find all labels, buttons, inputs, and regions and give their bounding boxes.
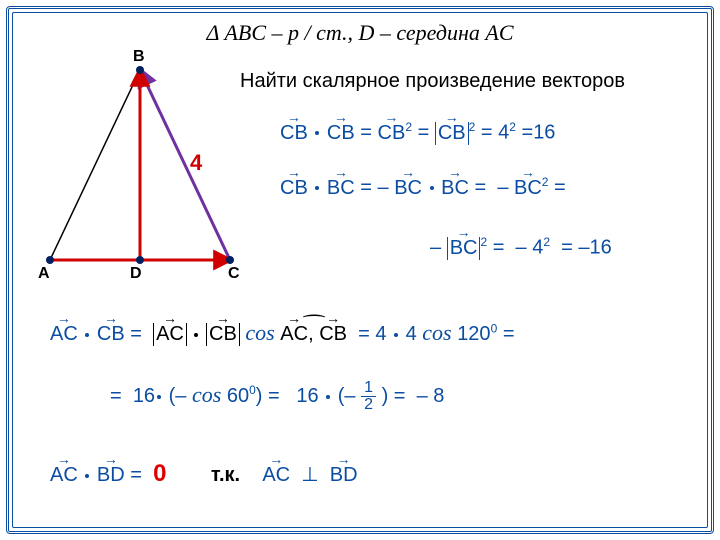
side-length: 4	[190, 150, 202, 176]
triangle-svg	[30, 60, 250, 280]
label-D: D	[130, 265, 142, 283]
eq-line-2: CB BC = – BC BC = – BC2 =	[280, 175, 566, 200]
page-title: Δ ABC – р / ст., D – середина AC	[0, 20, 720, 46]
vec-CB3: CB	[378, 122, 406, 145]
task-prompt: Найти скалярное произведение векторов	[240, 70, 625, 93]
label-C: C	[228, 265, 240, 283]
label-B: B	[133, 48, 145, 66]
eq-line-5: AC BD = 0 т.к. AC ⊥ BD	[50, 460, 358, 488]
label-A: A	[38, 265, 50, 283]
vec-CB: CB	[280, 122, 308, 145]
abs-CB: CB	[438, 122, 466, 145]
triangle-diagram: A B C D 4	[30, 60, 250, 280]
vec-CB2: CB	[327, 122, 355, 145]
eq-line-1: CB CB = CB2 = CB2 = 42 =16	[280, 120, 555, 145]
eq-line-2b: – BC2 = – 42 = –16	[430, 235, 612, 260]
eq-line-3: AC CB = AC CB cos AC, CB = 4 4 cos 1200 …	[50, 320, 515, 346]
eq-line-4: = 16 (– cos 600) = 16 (– 12 ) = – 8	[110, 380, 444, 413]
